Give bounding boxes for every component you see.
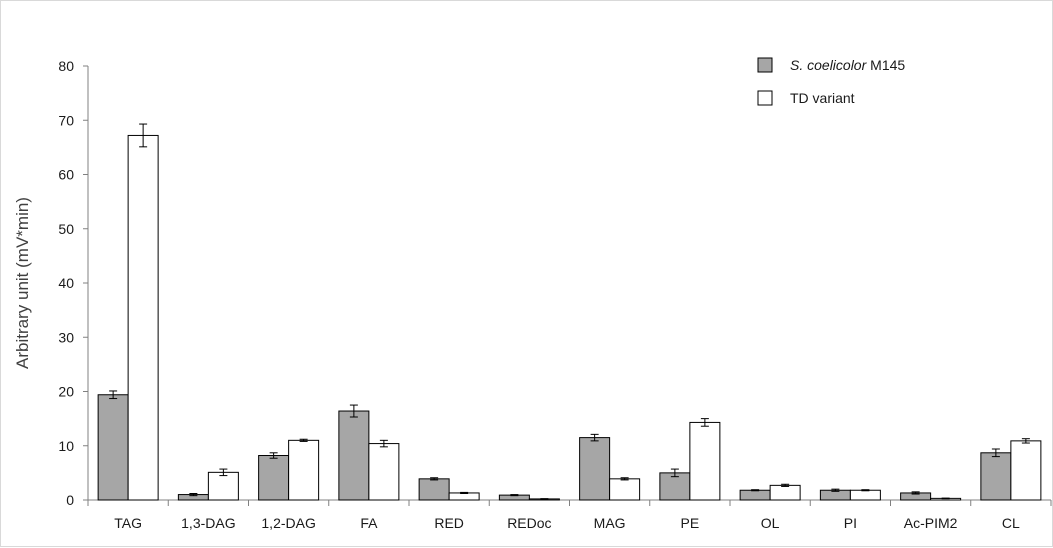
bars <box>97 123 1042 501</box>
x-tick-label: CL <box>1002 515 1020 531</box>
y-tick-label: 40 <box>58 275 74 291</box>
bar-td-variant <box>448 492 480 501</box>
x-tick-label: TAG <box>114 515 142 531</box>
y-axis-title: Arbitrary unit (mV*min) <box>13 197 32 369</box>
bar-td-variant <box>769 484 801 501</box>
x-tick-label: Ac-PIM2 <box>904 515 958 531</box>
bar-coelicolor <box>418 478 450 501</box>
bar-coelicolor <box>258 455 290 501</box>
bar-coelicolor <box>97 394 129 501</box>
x-tick-label: RED <box>434 515 464 531</box>
bar-coelicolor <box>980 452 1012 501</box>
x-tick-label: PE <box>681 515 700 531</box>
y-tick-label: 10 <box>58 438 74 454</box>
x-tick-label: PI <box>844 515 857 531</box>
legend: S. coelicolor M145 TD variant <box>757 57 905 106</box>
y-axis: 0 10 20 30 40 50 60 70 80 <box>58 58 89 508</box>
bar-td-variant <box>849 489 881 501</box>
x-axis: TAG 1,3-DAG 1,2-DAG FA RED REDoc MAG PE OL PI Ac-P… <box>87 499 1052 531</box>
bar-td-variant <box>1010 440 1042 501</box>
x-tick-label: OL <box>761 515 780 531</box>
y-tick-label: 20 <box>58 384 74 400</box>
x-tick-label: 1,3-DAG <box>181 515 235 531</box>
bar-td-variant <box>609 478 641 501</box>
legend-label-rest-part: M145 <box>866 57 905 73</box>
bar-td-variant <box>207 471 239 501</box>
bar-td-variant <box>127 134 159 501</box>
legend-label-italic-part: S. coelicolor <box>790 57 868 73</box>
y-tick-label: 80 <box>58 58 74 74</box>
x-tick-label: FA <box>360 515 378 531</box>
legend-swatch-coelicolor <box>757 57 773 73</box>
bar-td-variant <box>288 439 320 501</box>
x-tick-label: MAG <box>594 515 626 531</box>
y-tick-label: 30 <box>58 329 74 345</box>
y-tick-label: 50 <box>58 221 74 237</box>
x-tick-label: REDoc <box>507 515 551 531</box>
y-tick-label: 0 <box>66 492 74 508</box>
bar-coelicolor <box>338 410 370 501</box>
y-tick-label: 70 <box>58 112 74 128</box>
legend-swatch-td-variant <box>757 90 773 106</box>
bar-coelicolor <box>579 437 611 501</box>
x-tick-label: 1,2-DAG <box>261 515 315 531</box>
y-tick-label: 60 <box>58 167 74 183</box>
bar-td-variant <box>368 443 400 501</box>
legend-label-coelicolor: S. coelicolor M145 <box>790 57 905 73</box>
bar-td-variant <box>689 421 721 501</box>
bar-coelicolor <box>739 489 771 501</box>
legend-label-td-variant: TD variant <box>790 90 855 106</box>
